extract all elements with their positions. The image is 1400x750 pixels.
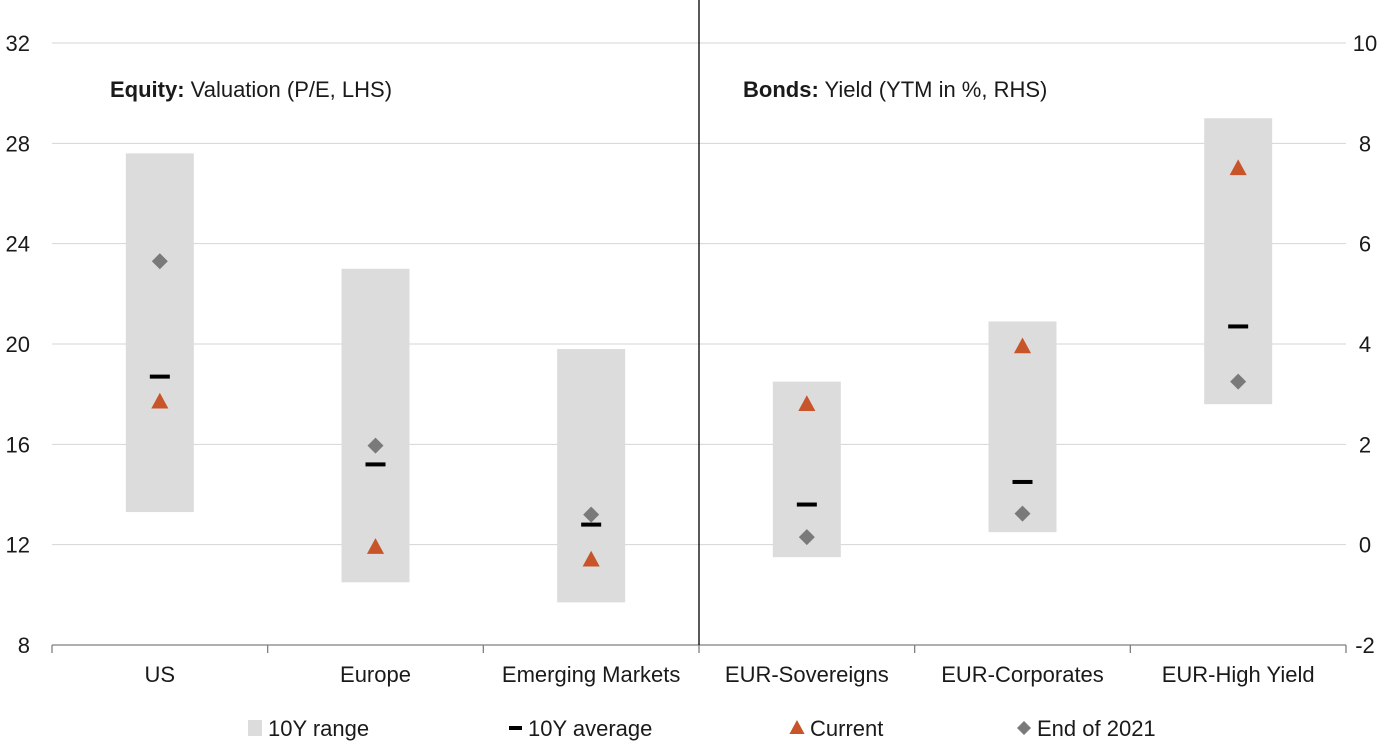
panel-title-bold: Bonds:: [743, 77, 819, 102]
left-tick-label: 20: [6, 332, 30, 357]
left-tick-label: 16: [6, 432, 30, 457]
end-2021-marker: [798, 529, 815, 546]
range-bar: [341, 268, 410, 583]
category-label: Emerging Markets: [502, 662, 681, 687]
legend-average-swatch: [509, 726, 522, 730]
current-marker: [366, 538, 385, 554]
legend-label: End of 2021: [1037, 716, 1156, 741]
category-label: EUR-Corporates: [941, 662, 1104, 687]
legend-item: 10Y range: [248, 716, 369, 741]
average-marker: [796, 502, 817, 507]
current-marker: [1229, 159, 1247, 176]
end-2021-marker: [367, 437, 384, 454]
right-tick-label: 8: [1359, 131, 1371, 156]
legend-label: 10Y range: [268, 716, 369, 741]
category-label: EUR-Sovereigns: [725, 662, 889, 687]
legend-range-swatch: [248, 720, 262, 736]
right-tick-label: 10: [1353, 31, 1377, 56]
legend-item: Current: [789, 716, 883, 741]
left-tick-label: 28: [6, 131, 30, 156]
end-2021-marker: [1230, 373, 1247, 390]
category-label: Europe: [340, 662, 411, 687]
average-marker: [1012, 479, 1033, 484]
average-marker: [149, 374, 170, 379]
category-labels: US Europe Emerging Markets EUR-Sovereigns EU…: [145, 662, 1315, 687]
legend: 10Y range 10Y average Current End of 2021: [248, 716, 1156, 741]
current-marker: [151, 392, 169, 409]
left-axis-ticks: 8 12 16 20 24 28 32: [6, 31, 30, 658]
panel-title-rest: Valuation (P/E, LHS): [185, 77, 392, 102]
right-tick-label: -2: [1355, 633, 1375, 658]
right-tick-label: 0: [1359, 533, 1371, 558]
right-tick-label: 4: [1359, 332, 1371, 357]
end-2021-marker: [583, 506, 600, 523]
panel-title: Equity: Valuation (P/E, LHS): [110, 77, 392, 102]
left-tick-label: 32: [6, 31, 30, 56]
panel-titles: Equity: Valuation (P/E, LHS) Bonds: Yield…: [110, 77, 1047, 102]
average-marker: [581, 522, 602, 527]
range-bar: [125, 153, 194, 513]
data-markers: [149, 159, 1249, 567]
panel-title-rest: Yield (YTM in %, RHS): [819, 77, 1048, 102]
end-2021-marker: [151, 253, 168, 270]
current-marker: [1013, 337, 1032, 354]
left-tick-label: 24: [6, 232, 30, 257]
legend-current-swatch: [789, 720, 805, 734]
legend-end-2021-swatch: [1017, 721, 1031, 735]
panel-title-bold: Equity:: [110, 77, 185, 102]
left-tick-label: 8: [18, 633, 30, 658]
axes: [51, 0, 1347, 653]
left-tick-label: 12: [6, 533, 30, 558]
legend-label: Current: [810, 716, 883, 741]
right-axis-ticks: -2 0 2 4 6 8 10: [1353, 31, 1377, 658]
current-marker: [798, 395, 816, 411]
right-tick-label: 6: [1359, 232, 1371, 257]
panel-title: Bonds: Yield (YTM in %, RHS): [743, 77, 1047, 102]
average-marker: [1228, 324, 1249, 329]
end-2021-marker: [1014, 505, 1031, 522]
legend-item: 10Y average: [509, 716, 652, 741]
category-label: US: [145, 662, 176, 687]
legend-label: 10Y average: [528, 716, 652, 741]
average-marker: [365, 462, 386, 467]
current-marker: [582, 550, 600, 567]
category-label: EUR-High Yield: [1162, 662, 1315, 687]
legend-item: End of 2021: [1017, 716, 1156, 741]
right-tick-label: 2: [1359, 432, 1371, 457]
range-bar: [988, 321, 1057, 533]
